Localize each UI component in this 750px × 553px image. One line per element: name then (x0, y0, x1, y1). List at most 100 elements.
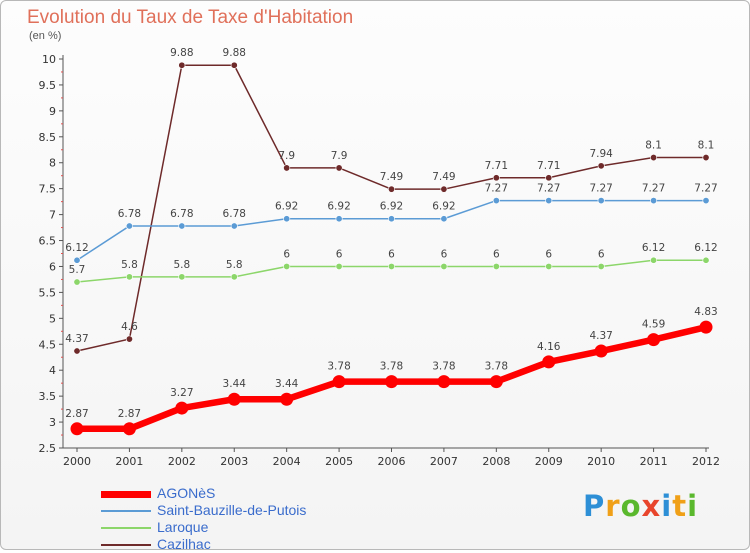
legend-label: Laroque (157, 519, 209, 535)
brand-letter: t (672, 489, 688, 523)
data-point (440, 215, 448, 223)
y-tick-label: 6.5 (39, 235, 57, 248)
legend-item: AGONèS (101, 485, 401, 502)
data-label: 7.27 (694, 183, 717, 195)
data-point (125, 273, 133, 281)
data-label: 7.27 (642, 183, 665, 195)
data-point (542, 355, 556, 369)
data-label: 3.44 (223, 378, 247, 390)
x-tick-label: 2007 (430, 455, 458, 468)
data-label: 6.92 (327, 201, 350, 213)
brand-letter: x (641, 489, 662, 523)
x-tick-label: 2002 (168, 455, 196, 468)
data-point (178, 273, 186, 281)
data-label: 7.49 (432, 171, 455, 183)
data-point (702, 256, 710, 264)
data-label: 5.7 (69, 264, 86, 276)
data-point (647, 333, 661, 347)
data-point (125, 222, 133, 230)
data-label: 7.94 (589, 148, 613, 160)
data-point (702, 197, 710, 205)
data-label: 6 (336, 248, 343, 260)
y-tick-label: 9 (49, 105, 56, 118)
legend-label: Saint-Bauzille-de-Putois (157, 502, 307, 518)
data-point (650, 256, 658, 264)
data-label: 6.92 (432, 201, 455, 213)
data-label: 6 (598, 248, 605, 260)
x-tick-label: 2006 (378, 455, 406, 468)
data-point (440, 262, 448, 270)
legend-item: Laroque (101, 519, 401, 536)
data-labels: 4.37 4.6 9.88 9.88 7.9 7.9 7.49 7.49 7.71 7.71 7.9… (65, 47, 717, 420)
y-tick-label: 8.5 (39, 131, 57, 144)
y-tick-label: 10 (42, 53, 56, 66)
data-point (387, 262, 395, 270)
x-tick-label: 2012 (692, 455, 720, 468)
data-label: 9.88 (223, 47, 246, 59)
brand-logo: Proxiti (583, 489, 698, 523)
axes: 2.5 3 3.5 4 4.5 5 5.5 6 6.5 7 7.5 8 8.5 9 9.5 10 2000 200… (39, 53, 721, 468)
y-tick-label: 8 (49, 157, 56, 170)
y-axis-label: (en %) (29, 30, 62, 42)
data-point (283, 262, 291, 270)
data-point (702, 154, 710, 162)
data-point (492, 197, 500, 205)
data-point (178, 222, 186, 230)
x-tick-label: 2011 (640, 455, 668, 468)
x-tick-label: 2004 (273, 455, 301, 468)
y-tick-label: 5 (49, 312, 56, 325)
data-label: 7.9 (331, 150, 348, 162)
data-point (283, 164, 291, 172)
legend-item: Cazilhac (101, 536, 401, 553)
data-point (492, 262, 500, 270)
data-point (283, 215, 291, 223)
data-point (650, 154, 658, 162)
y-tick-label: 2.5 (39, 442, 57, 455)
data-label: 4.83 (694, 306, 717, 318)
data-label: 6 (493, 248, 500, 260)
data-point (545, 262, 553, 270)
y-tick-label: 3 (49, 416, 56, 429)
x-tick-label: 2003 (220, 455, 248, 468)
brand-letter: P (583, 489, 606, 523)
legend-label: Cazilhac (157, 536, 211, 552)
data-label: 8.1 (698, 140, 715, 152)
y-tick-label: 5.5 (39, 286, 57, 299)
data-label: 9.88 (170, 47, 193, 59)
data-label: 4.37 (589, 330, 612, 342)
legend-item: Saint-Bauzille-de-Putois (101, 502, 401, 519)
line-chart: 2.5 3 3.5 4 4.5 5 5.5 6 6.5 7 7.5 8 8.5 9 9.5 10 2000 200… (39, 47, 721, 468)
y-tick-label: 7 (49, 209, 56, 222)
y-tick-label: 3.5 (39, 390, 57, 403)
data-point (73, 347, 81, 355)
data-point (73, 278, 81, 286)
data-label: 6 (441, 248, 448, 260)
legend-swatch (101, 490, 151, 498)
data-point (699, 320, 713, 334)
data-label: 3.78 (432, 361, 455, 373)
data-point (489, 375, 503, 389)
data-point (650, 197, 658, 205)
data-point (230, 61, 238, 69)
brand-letter: r (605, 489, 621, 523)
data-label: 4.6 (121, 321, 138, 333)
data-label: 6.12 (642, 242, 665, 254)
data-label: 3.78 (485, 361, 508, 373)
y-tick-label: 4 (49, 364, 56, 377)
data-label: 6.78 (170, 208, 193, 220)
x-tick-label: 2009 (535, 455, 563, 468)
data-point (230, 273, 238, 281)
data-label: 3.78 (327, 361, 350, 373)
series-points (70, 61, 713, 436)
data-label: 6.12 (694, 242, 717, 254)
data-label: 3.27 (170, 387, 193, 399)
data-point (597, 262, 605, 270)
data-label: 2.87 (65, 408, 88, 420)
data-label: 6.78 (223, 208, 246, 220)
brand-letter: i (687, 489, 699, 523)
data-label: 7.27 (485, 183, 508, 195)
data-label: 6.92 (275, 201, 298, 213)
data-point (597, 162, 605, 170)
data-point (492, 174, 500, 182)
data-point (122, 422, 136, 436)
